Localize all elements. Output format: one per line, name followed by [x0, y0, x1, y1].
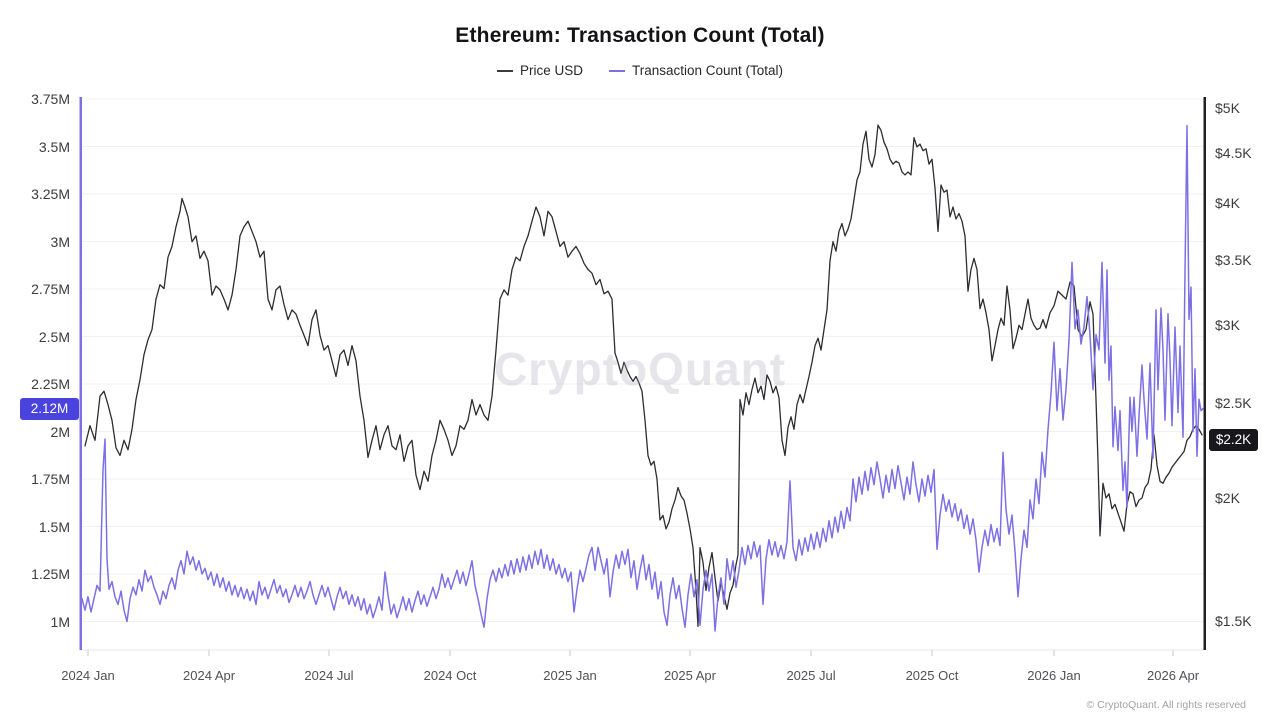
x-axis-tick: 2025 Oct: [905, 668, 959, 683]
right-axis-tick: $3K: [1215, 317, 1240, 334]
left-axis-tick: 2.25M: [31, 376, 70, 392]
tx-count-line: [81, 124, 1204, 632]
left-axis-tick: 1.5M: [38, 518, 70, 535]
left-axis-tick: 1.75M: [31, 471, 70, 487]
x-axis-tick: 2025 Jan: [543, 668, 597, 683]
legend-line-swatch: [496, 69, 513, 72]
legend-label: Transaction Count (Total): [631, 63, 784, 78]
x-axis-tick: 2025 Jul: [786, 668, 836, 683]
left-axis-tick: 1.25M: [31, 566, 70, 582]
current-value-badge-price: $2.2K: [1209, 429, 1258, 452]
legend-line-swatch: [608, 69, 625, 72]
legend-item-transaction-count[interactable]: Transaction Count (Total): [608, 63, 784, 78]
right-axis-tick: $3.5K: [1215, 251, 1252, 268]
chart-legend: Price USD Transaction Count (Total): [0, 63, 1280, 78]
left-axis-tick: 3.25M: [31, 186, 70, 202]
right-axis-tick: $2K: [1215, 490, 1240, 506]
x-axis-tick: 2024 Jan: [61, 668, 115, 683]
left-axis-tick: 3.5M: [38, 138, 70, 155]
left-axis-tick: 2.5M: [38, 328, 70, 345]
x-axis-tick: 2026 Apr: [1147, 668, 1200, 683]
left-axis-tick: 3.75M: [31, 91, 70, 107]
x-axis-tick: 2026 Jan: [1027, 668, 1081, 683]
left-axis-tick: 2M: [50, 423, 70, 440]
left-axis-tick: 3M: [50, 233, 70, 250]
x-axis-tick: 2025 Apr: [663, 668, 716, 683]
x-axis-tick: 2024 Oct: [423, 668, 477, 683]
right-axis-tick: $2.5K: [1215, 394, 1252, 411]
right-axis-tick: $1.5K: [1215, 612, 1252, 629]
current-value-badge-tx-count: 2.12M: [20, 397, 79, 420]
page-title: Ethereum: Transaction Count (Total): [455, 24, 825, 47]
left-axis-tick: 1M: [50, 613, 70, 630]
copyright-footer: © CryptoQuant. All rights reserved: [1086, 699, 1246, 711]
x-axis-tick: 2024 Apr: [183, 668, 236, 683]
right-axis-tick: $4K: [1215, 194, 1240, 211]
legend-label: Price USD: [519, 63, 583, 78]
legend-item-price-usd[interactable]: Price USD: [496, 63, 583, 78]
price-line: [84, 124, 1203, 627]
x-axis-tick: 2024 Jul: [304, 668, 354, 683]
left-axis-tick: 2.75M: [31, 281, 70, 297]
right-axis-tick: $5K: [1215, 99, 1240, 116]
right-axis-tick: $4.5K: [1215, 144, 1252, 161]
